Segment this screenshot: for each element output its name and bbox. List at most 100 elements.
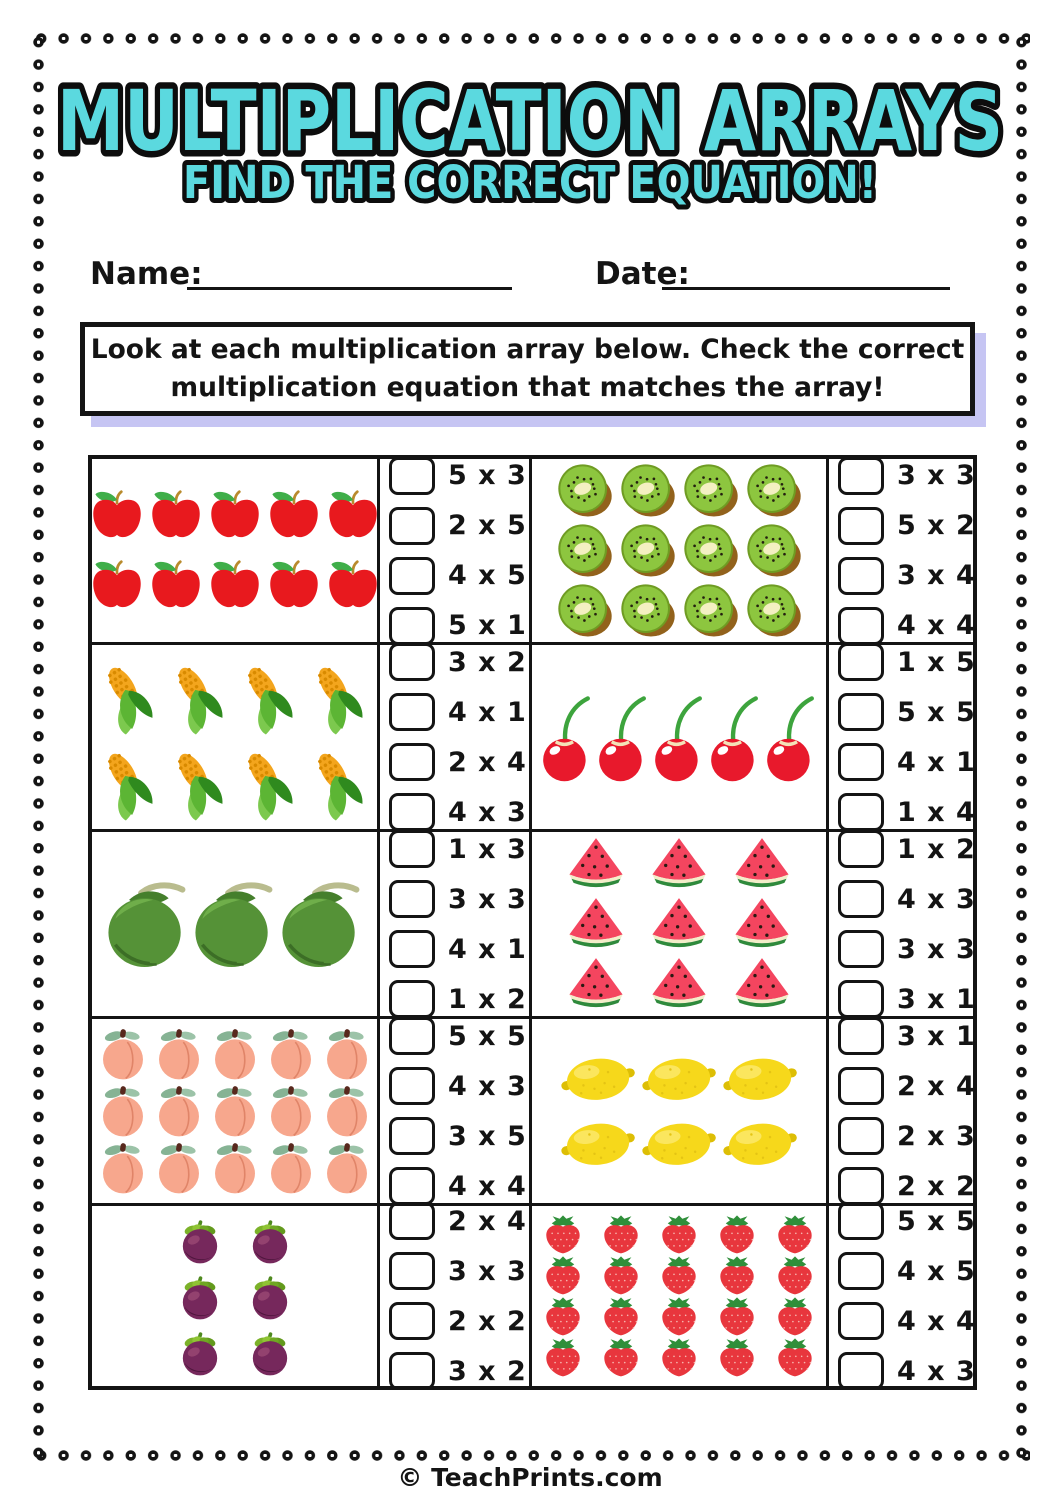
cherry-icon: [655, 696, 702, 782]
coconut-icon: [107, 882, 185, 967]
equation-label: 2 x 4: [448, 1206, 527, 1237]
answer-checkbox[interactable]: [389, 1206, 435, 1240]
subtitle-text: FIND THE CORRECT EQUATION!: [183, 156, 877, 209]
answer-checkbox[interactable]: [389, 1352, 435, 1386]
lemon-icon: [642, 1123, 716, 1165]
name-input-line[interactable]: [187, 257, 512, 290]
strawberry-icon: [778, 1255, 812, 1294]
options-cell: 1 x 3 3 x 3 4 x 1 1 x 2: [380, 832, 532, 1019]
equation-label: 3 x 3: [897, 933, 973, 965]
fruit-array-row: [169, 1270, 301, 1322]
answer-checkbox[interactable]: [389, 1302, 435, 1340]
equation-option: 2 x 5: [389, 506, 527, 545]
answer-checkbox[interactable]: [838, 506, 884, 545]
answer-checkbox[interactable]: [838, 1067, 884, 1105]
equation-label: 3 x 1: [897, 983, 973, 1015]
answer-checkbox[interactable]: [838, 606, 884, 642]
strawberry-icon: [720, 1214, 754, 1253]
instructions-box: Look at each multiplication array below.…: [80, 322, 975, 416]
coconut-icon: [281, 882, 359, 967]
equation-label: 3 x 3: [897, 460, 973, 491]
equation-option: 2 x 2: [389, 1302, 527, 1340]
apple-icon: [92, 559, 141, 607]
answer-checkbox[interactable]: [838, 556, 884, 595]
options-cell: 5 x 5 4 x 5 4 x 4 4 x 3: [829, 1206, 973, 1386]
equation-option: 4 x 4: [838, 1302, 973, 1340]
answer-checkbox[interactable]: [389, 1252, 435, 1290]
answer-checkbox[interactable]: [389, 880, 435, 918]
answer-checkbox[interactable]: [838, 1352, 884, 1386]
answer-checkbox[interactable]: [838, 1252, 884, 1290]
answer-checkbox[interactable]: [389, 645, 435, 681]
equation-option: 4 x 3: [389, 793, 527, 829]
answer-checkbox[interactable]: [838, 1019, 884, 1055]
equation-option: 3 x 3: [838, 930, 973, 968]
answer-checkbox[interactable]: [389, 743, 435, 781]
strawberry-icon: [662, 1337, 696, 1376]
array-cell-corn: [92, 645, 380, 832]
fruit-array-row: [560, 1115, 798, 1172]
equation-label: 1 x 5: [897, 646, 973, 678]
equation-option: 2 x 2: [838, 1167, 973, 1203]
equation-label: 4 x 5: [448, 560, 527, 591]
equation-label: 4 x 3: [448, 1070, 527, 1102]
equation-option: 5 x 2: [838, 506, 973, 545]
date-input-line[interactable]: [662, 257, 950, 290]
fruit-array-row: [92, 484, 377, 548]
dotted-border-top: [30, 31, 1030, 46]
answer-checkbox[interactable]: [838, 930, 884, 968]
equation-label: 2 x 3: [897, 1120, 973, 1152]
watermelon-icon: [569, 838, 623, 888]
answer-checkbox[interactable]: [838, 1206, 884, 1240]
equation-label: 1 x 3: [448, 833, 527, 865]
equation-option: 3 x 5: [389, 1117, 527, 1155]
equation-option: 4 x 1: [389, 930, 527, 968]
watermelon-icon: [569, 898, 623, 948]
answer-checkbox[interactable]: [838, 693, 884, 731]
answer-checkbox[interactable]: [389, 693, 435, 731]
answer-checkbox[interactable]: [838, 1117, 884, 1155]
equation-option: 3 x 4: [838, 556, 973, 595]
answer-checkbox[interactable]: [838, 880, 884, 918]
answer-checkbox[interactable]: [838, 743, 884, 781]
answer-checkbox[interactable]: [389, 980, 435, 1016]
equation-label: 2 x 5: [448, 510, 527, 541]
peach-icon: [214, 1086, 255, 1137]
answer-checkbox[interactable]: [838, 459, 884, 495]
answer-checkbox[interactable]: [838, 645, 884, 681]
answer-checkbox[interactable]: [389, 556, 435, 595]
strawberry-icon: [778, 1296, 812, 1335]
peach-icon: [102, 1029, 143, 1080]
answer-checkbox[interactable]: [838, 832, 884, 868]
fruit-array-row: [169, 1214, 301, 1266]
equation-label: 3 x 2: [448, 646, 527, 678]
fruit-array-row: [556, 462, 803, 520]
answer-checkbox[interactable]: [389, 459, 435, 495]
answer-checkbox[interactable]: [389, 1019, 435, 1055]
answer-checkbox[interactable]: [389, 832, 435, 868]
answer-checkbox[interactable]: [389, 506, 435, 545]
peach-icon: [102, 1143, 143, 1194]
array-cell-strawberry: [532, 1206, 829, 1386]
answer-checkbox[interactable]: [838, 1167, 884, 1203]
answer-checkbox[interactable]: [389, 1117, 435, 1155]
answer-checkbox[interactable]: [389, 1167, 435, 1203]
array-cell-mangosteen: [92, 1206, 380, 1386]
mangosteen-icon: [182, 1276, 217, 1320]
answer-checkbox[interactable]: [838, 793, 884, 829]
corn-icon: [317, 753, 362, 821]
equation-option: 5 x 5: [838, 693, 973, 731]
answer-checkbox[interactable]: [389, 1067, 435, 1105]
kiwi-icon: [683, 463, 738, 517]
answer-checkbox[interactable]: [389, 793, 435, 829]
answer-checkbox[interactable]: [389, 606, 435, 642]
answer-checkbox[interactable]: [838, 1302, 884, 1340]
peach-icon: [326, 1086, 367, 1137]
equation-label: 3 x 4: [897, 560, 973, 591]
strawberry-icon: [604, 1337, 638, 1376]
answer-checkbox[interactable]: [389, 930, 435, 968]
equation-option: 4 x 4: [838, 606, 973, 642]
corn-icon: [177, 753, 222, 821]
watermelon-icon: [652, 958, 706, 1008]
answer-checkbox[interactable]: [838, 980, 884, 1016]
